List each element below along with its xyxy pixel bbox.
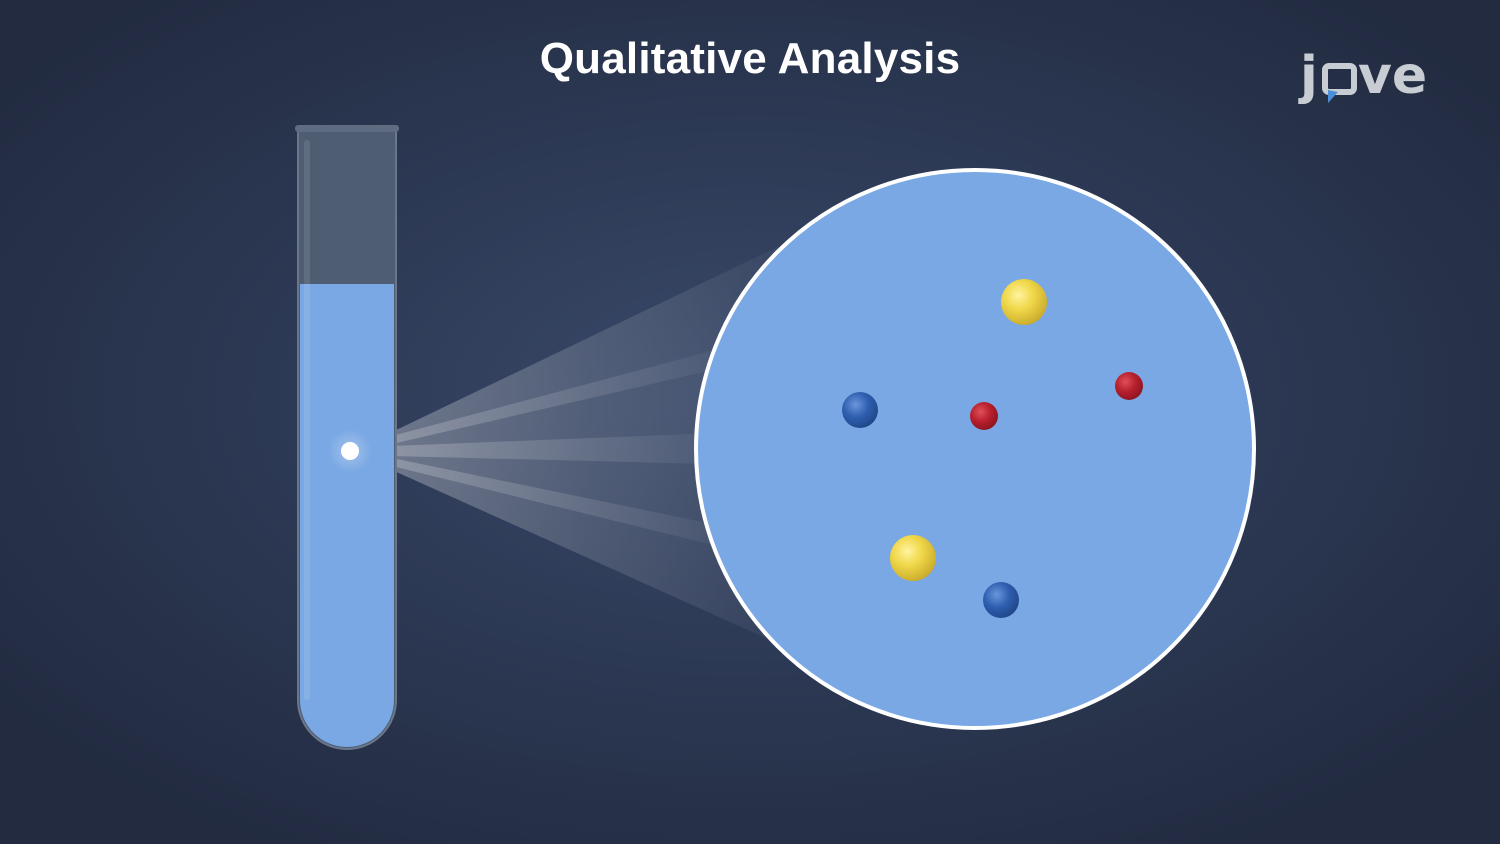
logo-letter-j: j (1300, 46, 1318, 106)
page-title: Qualitative Analysis (539, 34, 961, 83)
tube-highlight (304, 140, 310, 700)
particle-yellow (890, 535, 936, 581)
particle-yellow (1001, 279, 1047, 325)
beam-ray-middle (392, 430, 790, 466)
magnification-beams (392, 242, 790, 648)
magnified-circle (694, 168, 1256, 730)
jove-logo: j ve (1296, 44, 1428, 116)
beam-ray-lower (392, 458, 790, 564)
particle-blue (983, 582, 1019, 618)
tube-solution (300, 284, 394, 747)
particle-blue (842, 392, 878, 428)
magnified-view (694, 168, 1256, 730)
logo-letters-ve: ve (1358, 46, 1428, 106)
tube-rim (295, 125, 399, 132)
beam-ray-upper (392, 330, 790, 444)
particle-red (1115, 372, 1143, 400)
particle-red (970, 402, 998, 430)
speech-bubble-icon (1322, 63, 1357, 103)
test-tube (295, 125, 399, 750)
sample-spot (341, 442, 359, 460)
